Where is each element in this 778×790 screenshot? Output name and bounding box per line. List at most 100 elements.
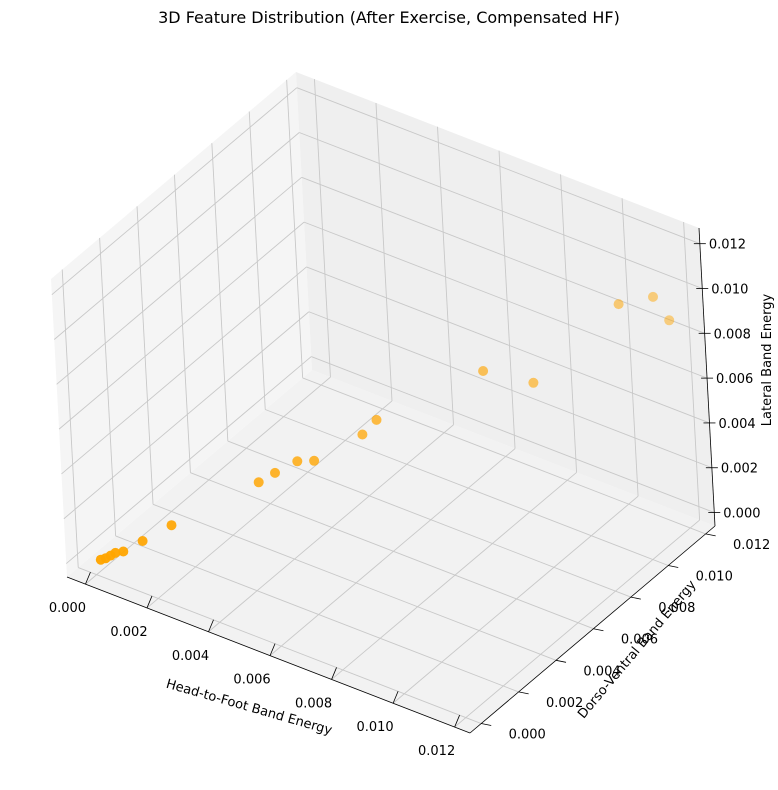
z-grid-line: [58, 221, 305, 430]
data-point: [309, 455, 320, 466]
y-grid-line: [302, 377, 706, 535]
y-grid-line: [286, 79, 304, 378]
x-grid-line: [454, 519, 700, 728]
data-point: [137, 536, 148, 546]
x-tick-label: 0.008: [295, 696, 332, 711]
z-grid-line: [303, 221, 708, 379]
z-axis-line: [698, 227, 716, 527]
y-tick-label: 0.010: [696, 570, 733, 585]
y-axis-line: [469, 525, 716, 734]
data-point: [664, 315, 675, 326]
x-grid-line: [269, 448, 516, 656]
z-grid-line: [308, 311, 713, 469]
x-tick: [269, 643, 276, 656]
data-point: [528, 377, 539, 388]
data-points: [95, 291, 675, 565]
x-tick-label: 0.006: [233, 673, 270, 688]
y-grid-line: [152, 503, 557, 661]
y-tick: [705, 533, 716, 537]
z-grid-line: [53, 132, 300, 340]
x-grid-line: [392, 495, 639, 704]
back-pane: [296, 72, 715, 526]
z-grid-line: [51, 87, 298, 296]
x-grid-line: [437, 126, 454, 425]
axis-panes: [51, 72, 715, 733]
x-grid-line: [208, 424, 454, 633]
chart-title: 3D Feature Distribution (After Exercise,…: [158, 8, 620, 27]
y-tick-label: 0.012: [733, 538, 770, 553]
z-tick-label: 0.012: [709, 238, 746, 253]
z-grid-line: [61, 266, 307, 475]
y-tick: [668, 565, 679, 568]
z-grid-line: [301, 176, 705, 334]
z-grid-line: [65, 356, 312, 564]
y-grid-line: [78, 567, 482, 724]
x-tick: [331, 667, 337, 680]
data-point: [253, 477, 264, 488]
y-tick: [481, 723, 492, 726]
y-tick: [593, 628, 604, 632]
y-tick-label: 0.000: [509, 728, 546, 743]
x-grid-line: [314, 79, 331, 378]
x-tick: [146, 595, 153, 609]
x-grid-line: [331, 472, 577, 680]
data-point: [270, 467, 280, 478]
x-grid-line: [498, 150, 516, 449]
x-tick: [85, 571, 91, 585]
y-grid-line: [173, 174, 191, 473]
data-point: [118, 546, 129, 557]
y-tick-label: 0.004: [583, 664, 620, 679]
z-tick-label: 0.002: [721, 462, 758, 477]
y-grid-line: [136, 206, 154, 505]
y-grid-line: [115, 535, 519, 693]
data-point: [166, 520, 177, 531]
z-tick-label: 0.006: [716, 372, 753, 387]
grid-lines: [51, 79, 715, 728]
y-grid-line: [61, 269, 79, 568]
y-tick-label: 0.006: [621, 633, 658, 648]
z-tick-label: 0.010: [711, 282, 748, 297]
data-point: [478, 366, 489, 376]
x-grid-line: [560, 174, 578, 473]
x-tick-label: 0.010: [356, 720, 393, 735]
x-grid-line: [683, 222, 701, 521]
z-grid-line: [306, 266, 710, 424]
x-tick: [392, 691, 399, 704]
z-tick-label: 0.008: [714, 327, 751, 342]
x-grid-line: [621, 198, 639, 497]
z-tick-label: 0.004: [718, 417, 755, 432]
z-grid-line: [63, 311, 310, 520]
x-grid-line: [146, 400, 393, 609]
x-tick-label: 0.000: [49, 601, 86, 616]
y-grid-line: [227, 440, 632, 598]
z-grid-line: [56, 176, 302, 385]
data-point: [371, 414, 382, 425]
y-grid-line: [248, 111, 266, 410]
x-grid-line: [375, 102, 393, 401]
y-tick: [555, 659, 567, 663]
z-grid-line: [296, 87, 701, 245]
y-grid-line: [99, 237, 117, 536]
data-point: [95, 554, 106, 565]
x-tick-label: 0.002: [110, 625, 147, 640]
z-axis-label: Lateral Band Energy: [760, 294, 775, 427]
data-point: [357, 429, 368, 440]
x-tick-label: 0.004: [172, 649, 209, 664]
z-grid-line: [311, 356, 715, 513]
y-grid-line: [211, 143, 229, 442]
x-tick-label: 0.012: [418, 744, 455, 759]
y-tick-label: 0.008: [658, 601, 695, 616]
axis-lines: [66, 227, 716, 734]
data-point: [613, 299, 624, 310]
axis-ticks: 0.000 0.002 0.004 0.006 0.008 0.010 0.012 0.000…: [49, 238, 770, 759]
x-axis-line: [66, 576, 471, 734]
z-tick-label: 0.000: [723, 507, 760, 522]
data-point: [648, 291, 658, 302]
z-grid-line: [299, 132, 703, 289]
data-point: [292, 456, 303, 467]
y-grid-line: [190, 472, 594, 630]
y-tick: [630, 596, 641, 600]
y-grid-line: [265, 409, 669, 566]
y-tick-label: 0.002: [546, 696, 583, 711]
